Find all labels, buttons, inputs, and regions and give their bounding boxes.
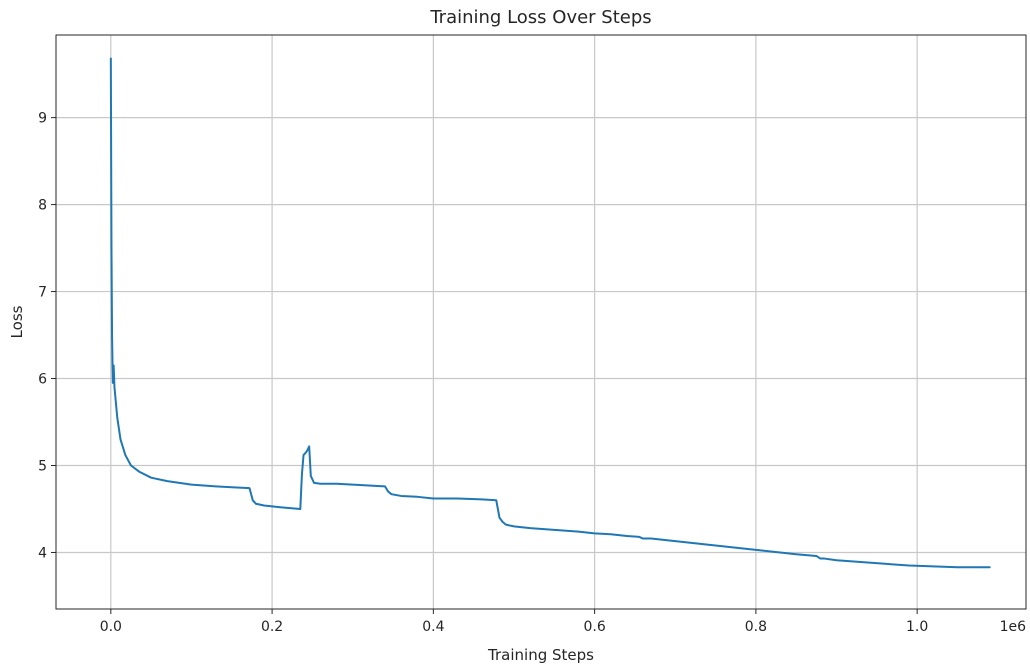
series-layer — [109, 57, 991, 569]
x-tick-label: 1.0 — [906, 619, 928, 635]
y-axis-title: Loss — [8, 305, 26, 338]
x-tick-label: 0.0 — [100, 619, 122, 635]
x-axis-ticks: 0.0 0.2 0.4 0.6 0.8 1.0 — [100, 609, 928, 635]
y-axis-ticks: 4 5 6 7 8 9 — [38, 111, 56, 561]
x-tick-label: 0.2 — [261, 619, 283, 635]
x-tick-label: 0.6 — [583, 619, 605, 635]
x-axis-title: Training Steps — [487, 646, 594, 664]
x-tick-label: 0.8 — [745, 619, 767, 635]
grid — [56, 35, 1026, 609]
loss-series-line — [109, 57, 991, 569]
y-tick-label: 4 — [38, 545, 47, 561]
y-tick-label: 9 — [38, 111, 47, 127]
x-axis-offset-label: 1e6 — [1000, 619, 1027, 635]
plot-frame — [55, 34, 1027, 610]
chart-title: Training Loss Over Steps — [429, 7, 651, 28]
y-tick-label: 6 — [38, 372, 47, 388]
x-tick-label: 0.4 — [422, 619, 444, 635]
y-tick-label: 5 — [38, 459, 47, 475]
y-tick-label: 8 — [38, 198, 47, 214]
y-tick-label: 7 — [38, 285, 47, 301]
